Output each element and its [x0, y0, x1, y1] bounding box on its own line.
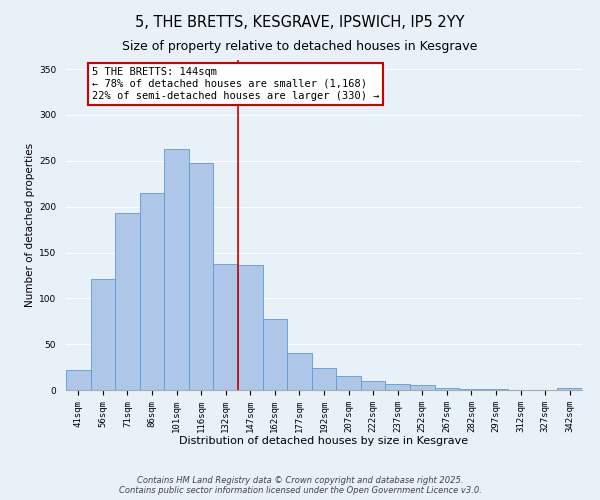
Bar	[410, 386, 434, 390]
Bar	[214, 264, 238, 390]
Bar	[459, 389, 484, 390]
Bar	[66, 370, 91, 390]
Bar	[140, 193, 164, 390]
X-axis label: Distribution of detached houses by size in Kesgrave: Distribution of detached houses by size …	[179, 436, 469, 446]
Bar	[115, 213, 140, 390]
Bar	[164, 149, 189, 390]
Bar	[238, 266, 263, 390]
Bar	[385, 384, 410, 390]
Bar	[91, 279, 115, 390]
Bar	[557, 388, 582, 390]
Text: Size of property relative to detached houses in Kesgrave: Size of property relative to detached ho…	[122, 40, 478, 53]
Bar	[434, 388, 459, 390]
Bar	[312, 368, 336, 390]
Text: 5 THE BRETTS: 144sqm
← 78% of detached houses are smaller (1,168)
22% of semi-de: 5 THE BRETTS: 144sqm ← 78% of detached h…	[92, 68, 379, 100]
Text: Contains HM Land Registry data © Crown copyright and database right 2025.
Contai: Contains HM Land Registry data © Crown c…	[119, 476, 481, 495]
Y-axis label: Number of detached properties: Number of detached properties	[25, 143, 35, 307]
Bar	[189, 162, 214, 390]
Bar	[263, 318, 287, 390]
Text: 5, THE BRETTS, KESGRAVE, IPSWICH, IP5 2YY: 5, THE BRETTS, KESGRAVE, IPSWICH, IP5 2Y…	[135, 15, 465, 30]
Bar	[336, 376, 361, 390]
Bar	[361, 381, 385, 390]
Bar	[287, 354, 312, 390]
Bar	[484, 389, 508, 390]
